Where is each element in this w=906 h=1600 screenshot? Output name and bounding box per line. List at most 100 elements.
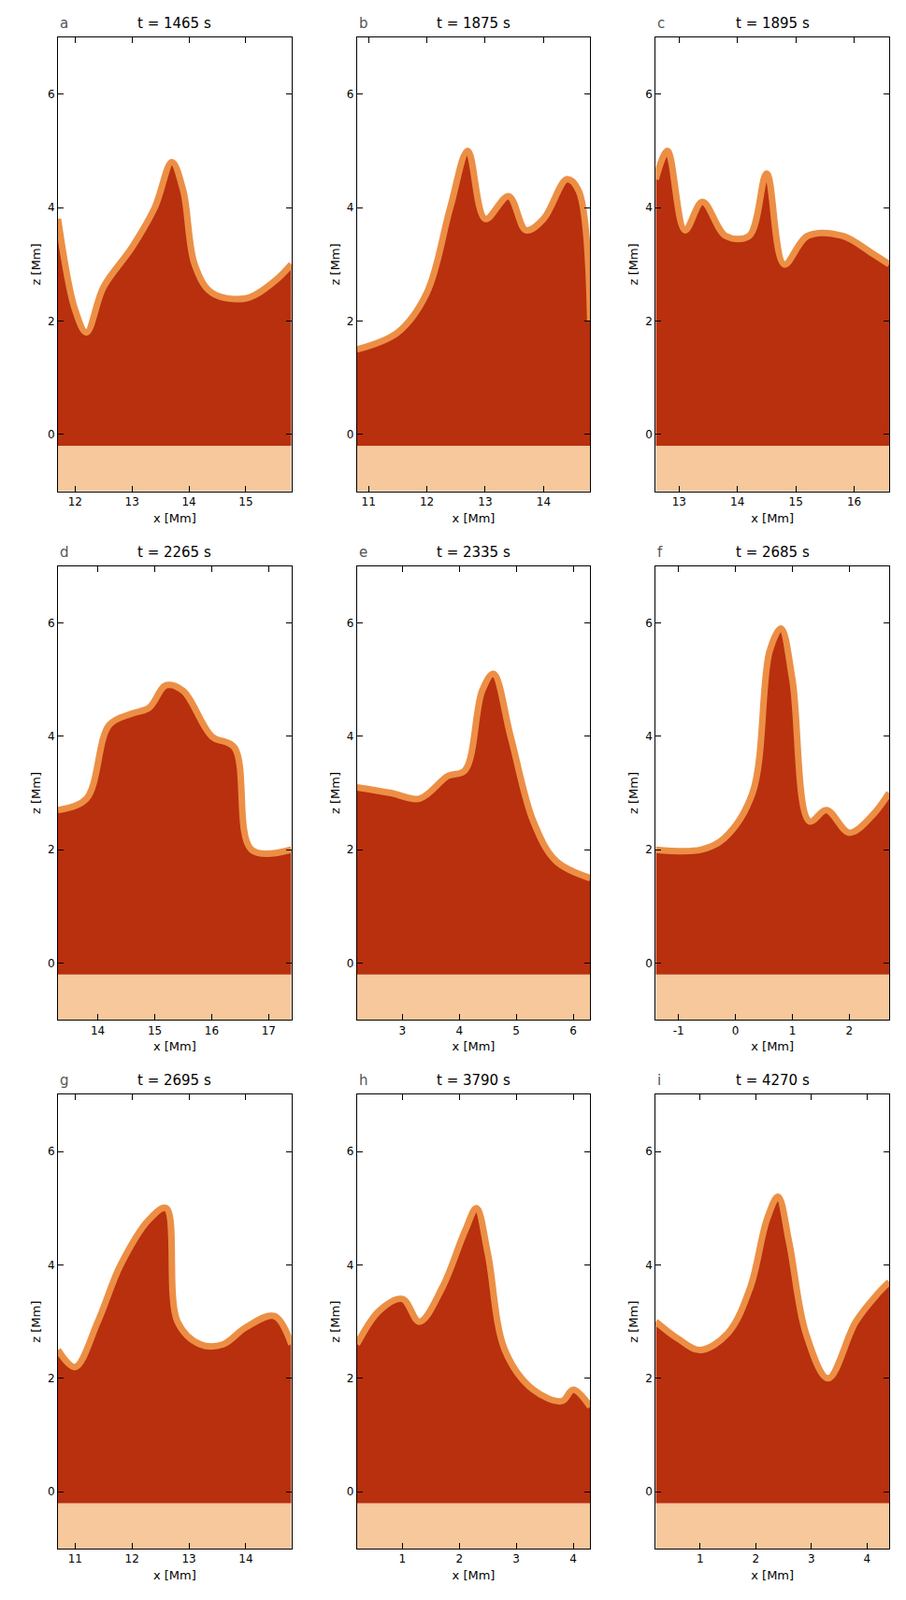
svg-text:6: 6 [47, 1145, 56, 1159]
svg-text:a: a [59, 14, 69, 32]
svg-text:2: 2 [47, 843, 56, 857]
svg-text:t = 2695 s: t = 2695 s [137, 1072, 212, 1090]
svg-text:4: 4 [47, 1259, 56, 1273]
svg-text:0: 0 [645, 957, 653, 971]
svg-text:x [Mm]: x [Mm] [750, 511, 794, 526]
svg-text:2: 2 [47, 1372, 56, 1386]
svg-text:z [Mm]: z [Mm] [626, 243, 641, 286]
svg-text:4: 4 [47, 201, 56, 215]
svg-text:0: 0 [645, 428, 653, 442]
svg-text:15: 15 [788, 495, 803, 509]
svg-text:6: 6 [645, 617, 653, 631]
svg-text:x [Mm]: x [Mm] [452, 1568, 496, 1583]
svg-text:2: 2 [346, 315, 355, 329]
svg-text:2: 2 [645, 315, 653, 329]
svg-text:z [Mm]: z [Mm] [328, 772, 343, 815]
svg-text:0: 0 [346, 428, 355, 442]
svg-text:14: 14 [238, 1553, 253, 1567]
svg-text:5: 5 [512, 1024, 520, 1038]
svg-text:0: 0 [47, 428, 56, 442]
svg-text:t = 1465 s: t = 1465 s [137, 14, 212, 32]
svg-text:d: d [59, 544, 70, 561]
svg-text:0: 0 [47, 1485, 56, 1499]
svg-text:12: 12 [419, 495, 434, 509]
svg-text:e: e [359, 544, 368, 561]
svg-text:1: 1 [399, 1553, 407, 1567]
svg-text:17: 17 [261, 1024, 276, 1038]
svg-text:g: g [59, 1072, 70, 1090]
svg-text:x [Mm]: x [Mm] [153, 1039, 197, 1054]
svg-text:6: 6 [569, 1024, 577, 1038]
svg-text:2: 2 [346, 843, 355, 857]
svg-text:2: 2 [846, 1024, 854, 1038]
svg-text:x [Mm]: x [Mm] [750, 1039, 794, 1054]
svg-text:z [Mm]: z [Mm] [28, 243, 44, 286]
svg-text:z [Mm]: z [Mm] [626, 1301, 641, 1344]
svg-text:4: 4 [645, 730, 653, 744]
svg-text:z [Mm]: z [Mm] [328, 243, 343, 286]
svg-text:13: 13 [477, 495, 492, 509]
svg-text:2: 2 [752, 1553, 761, 1567]
svg-text:h: h [359, 1072, 369, 1090]
svg-text:3: 3 [399, 1024, 407, 1038]
svg-text:13: 13 [672, 495, 687, 509]
svg-text:t = 3790 s: t = 3790 s [436, 1072, 511, 1090]
svg-text:13: 13 [125, 495, 140, 509]
svg-text:12: 12 [125, 1553, 140, 1567]
svg-text:4: 4 [455, 1024, 463, 1038]
svg-text:t = 1895 s: t = 1895 s [735, 14, 810, 32]
svg-text:15: 15 [147, 1024, 162, 1038]
svg-text:6: 6 [47, 87, 56, 101]
svg-text:2: 2 [346, 1372, 355, 1386]
svg-text:z [Mm]: z [Mm] [28, 1301, 44, 1344]
svg-text:14: 14 [90, 1024, 105, 1038]
svg-text:0: 0 [732, 1024, 740, 1038]
svg-text:14: 14 [730, 495, 745, 509]
svg-text:t = 2685 s: t = 2685 s [735, 544, 810, 561]
svg-text:t = 2265 s: t = 2265 s [137, 544, 212, 561]
svg-text:i: i [657, 1072, 662, 1090]
svg-text:t = 2335 s: t = 2335 s [436, 544, 511, 561]
svg-text:4: 4 [346, 1259, 355, 1273]
svg-text:4: 4 [569, 1553, 577, 1567]
svg-text:4: 4 [346, 201, 355, 215]
svg-text:-1: -1 [673, 1024, 685, 1038]
svg-text:f: f [657, 544, 663, 561]
svg-text:0: 0 [645, 1485, 653, 1499]
svg-text:11: 11 [361, 495, 376, 509]
svg-text:x [Mm]: x [Mm] [452, 1039, 496, 1054]
svg-text:6: 6 [346, 87, 355, 101]
svg-text:4: 4 [346, 730, 355, 744]
svg-text:15: 15 [238, 495, 253, 509]
svg-text:0: 0 [47, 957, 56, 971]
svg-text:0: 0 [346, 957, 355, 971]
svg-text:2: 2 [645, 843, 653, 857]
svg-text:11: 11 [68, 1553, 83, 1567]
svg-text:b: b [359, 14, 369, 32]
svg-text:6: 6 [346, 1145, 355, 1159]
svg-text:6: 6 [47, 617, 56, 631]
svg-text:x [Mm]: x [Mm] [452, 511, 496, 526]
svg-text:4: 4 [862, 1553, 871, 1567]
svg-text:t = 4270 s: t = 4270 s [735, 1072, 810, 1090]
svg-text:6: 6 [645, 87, 653, 101]
svg-text:4: 4 [645, 1259, 653, 1273]
svg-text:14: 14 [181, 495, 196, 509]
svg-text:0: 0 [346, 1485, 355, 1499]
svg-text:2: 2 [645, 1372, 653, 1386]
svg-text:1: 1 [789, 1024, 797, 1038]
svg-text:2: 2 [455, 1553, 463, 1567]
svg-text:6: 6 [645, 1145, 653, 1159]
svg-text:z [Mm]: z [Mm] [28, 772, 44, 815]
svg-text:12: 12 [68, 495, 83, 509]
svg-text:2: 2 [47, 315, 56, 329]
svg-text:4: 4 [645, 201, 653, 215]
svg-text:4: 4 [47, 730, 56, 744]
svg-text:1: 1 [696, 1553, 705, 1567]
svg-text:16: 16 [204, 1024, 219, 1038]
svg-text:c: c [657, 14, 665, 32]
svg-text:t = 1875 s: t = 1875 s [436, 14, 511, 32]
svg-text:13: 13 [181, 1553, 196, 1567]
svg-text:z [Mm]: z [Mm] [328, 1301, 343, 1344]
svg-text:x [Mm]: x [Mm] [153, 511, 197, 526]
